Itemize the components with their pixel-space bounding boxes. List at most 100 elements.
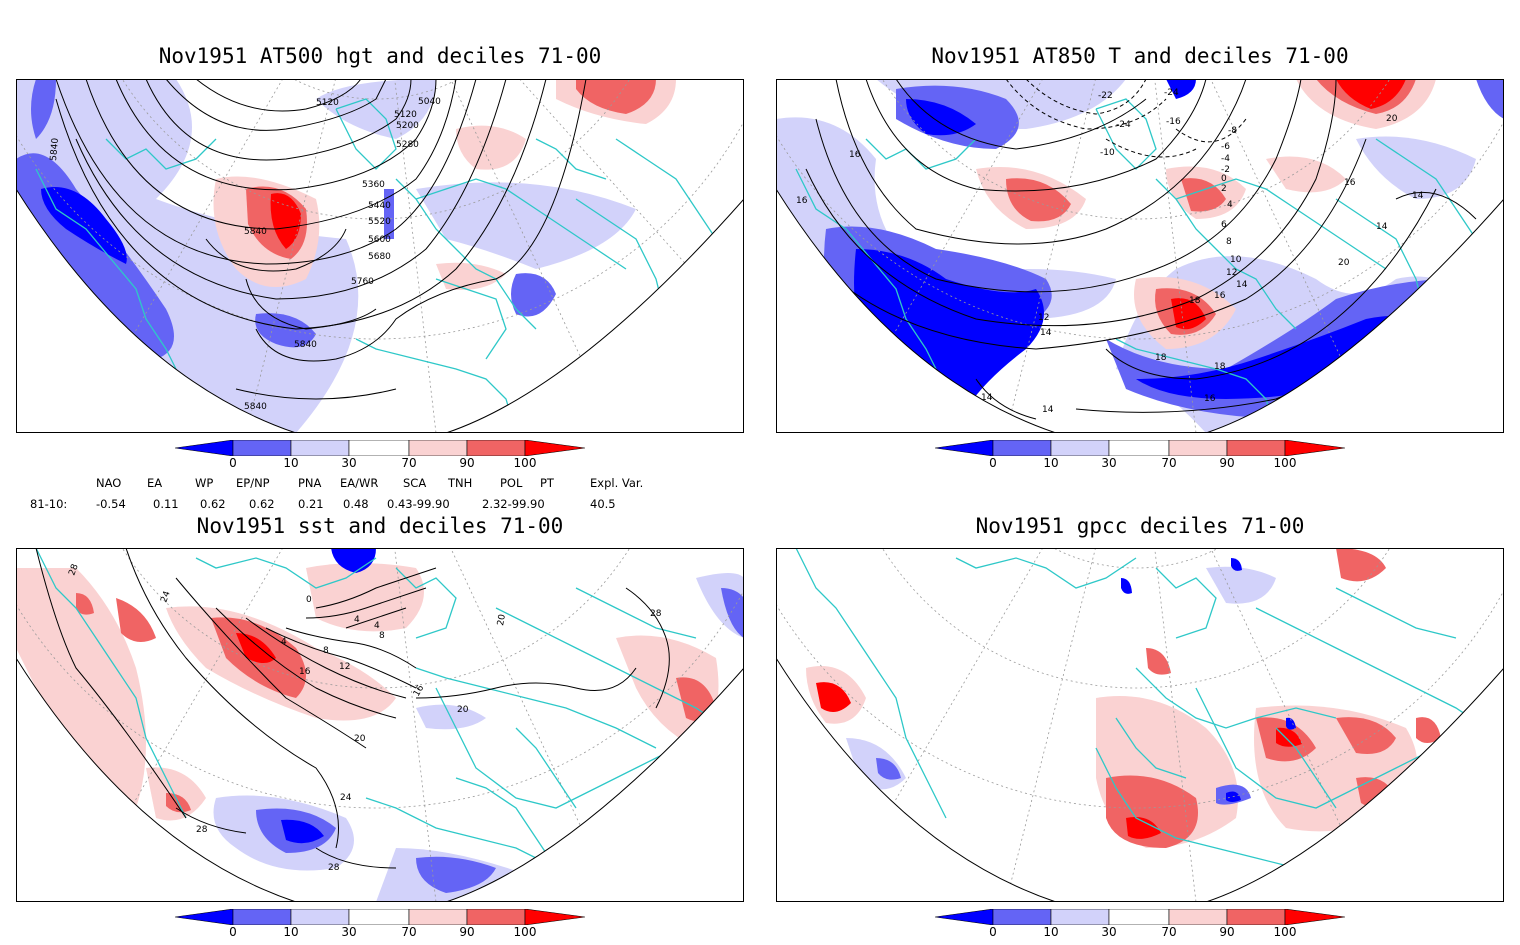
colorbar-svg xyxy=(175,909,585,925)
contour-label: 16 xyxy=(1316,378,1328,388)
contour-label: 14 xyxy=(1042,405,1054,415)
colorbar-tick: 90 xyxy=(459,925,475,939)
contour-label: 14 xyxy=(981,393,993,403)
contour-label: 14 xyxy=(1376,222,1388,232)
index-header: EP/NP xyxy=(236,476,270,490)
contour-label: 18 xyxy=(1214,362,1226,372)
index-value: 0.11 xyxy=(153,497,179,511)
decile-0-area xyxy=(1231,558,1242,571)
colorbar-tick: 70 xyxy=(1161,925,1177,939)
contour-label: 6 xyxy=(1221,220,1227,230)
colorbar-tick: 10 xyxy=(283,925,299,939)
decile-10-area xyxy=(384,189,394,239)
contour-label: 5280 xyxy=(396,140,419,150)
contour-label: 14 xyxy=(1040,328,1052,338)
colorbar-tick: 70 xyxy=(401,925,417,939)
contour-label: 24 xyxy=(340,793,352,803)
contour-label: -10 xyxy=(1100,148,1115,158)
colorbar-tick: 30 xyxy=(1101,925,1117,939)
decile-10-area xyxy=(416,856,496,893)
decile-100-area xyxy=(1336,79,1406,109)
decile-10-area xyxy=(31,79,56,139)
contour-label: -8 xyxy=(1228,126,1237,136)
decile-90-area xyxy=(1416,717,1441,743)
colorbar-tick: 0 xyxy=(229,456,237,470)
gpcc-map-svg xyxy=(776,548,1504,902)
contour-label: 28 xyxy=(67,563,80,577)
decile-10-area xyxy=(255,313,316,348)
decile-30-area xyxy=(1356,136,1476,199)
colorbar-3: 0 10 30 70 90 100 xyxy=(175,909,585,945)
decile-100-area xyxy=(816,682,851,712)
contour-label: -6 xyxy=(1221,142,1230,152)
hemisphere-edge xyxy=(1205,667,1504,902)
contour-label: -24 xyxy=(1164,88,1179,98)
contour-label: 24 xyxy=(159,590,172,604)
contour-label: 28 xyxy=(196,825,208,835)
contour-label: 4 xyxy=(354,615,360,625)
index-value: 40.5 xyxy=(590,497,616,511)
contour-label: 5440 xyxy=(368,201,391,211)
colorbar-tick: 0 xyxy=(989,456,997,470)
coastlines xyxy=(35,98,717,433)
hemisphere-edge xyxy=(445,667,744,902)
colorbar-tick: 90 xyxy=(459,456,475,470)
decile-90-area xyxy=(1336,717,1396,754)
contour-label: 5600 xyxy=(368,235,391,245)
decile-70-area xyxy=(1266,156,1346,193)
decile-90-area xyxy=(1146,648,1171,675)
decile-90-area xyxy=(1006,178,1071,222)
decile-100-area xyxy=(236,633,276,663)
contour-label: 12 xyxy=(1226,268,1237,278)
contour-label-group: 28 24 20 16 12 8 4 0 4 4 8 16 20 24 28 2… xyxy=(67,563,661,873)
decile-70-area xyxy=(456,125,526,170)
index-header: EA/WR xyxy=(340,476,379,490)
colorbar-tick: 10 xyxy=(1043,925,1059,939)
contour-label: -22 xyxy=(1098,91,1113,101)
decile-0-area xyxy=(1166,79,1196,99)
colorbar-svg xyxy=(175,440,585,456)
index-row-label: 81-10: xyxy=(30,497,68,511)
contour-label: 12 xyxy=(339,662,350,672)
coastlines xyxy=(795,548,1487,869)
colorbar-tick: 100 xyxy=(1273,925,1297,939)
index-header: NAO xyxy=(96,476,122,490)
decile-30-area xyxy=(1206,566,1276,604)
contour-label: 5200 xyxy=(396,121,419,131)
contour-label: 20 xyxy=(1386,114,1398,124)
contour-label: 20 xyxy=(1338,258,1350,268)
decile-10-area xyxy=(721,588,744,638)
decile-10-area xyxy=(1476,79,1504,119)
decile-10-area xyxy=(511,273,556,317)
contour-label: 16 xyxy=(849,150,861,160)
contour-label: 8 xyxy=(323,646,329,656)
contour-label: 5520 xyxy=(368,217,391,227)
index-value: 0.62 xyxy=(200,497,226,511)
colorbar-tick: 70 xyxy=(1161,456,1177,470)
panel-1-map: 5120 5040 5120 5200 5280 5360 5440 5520 … xyxy=(16,79,744,433)
panel-4-map xyxy=(776,548,1504,902)
contour-label: 5040 xyxy=(418,97,441,107)
hemisphere-edge xyxy=(16,188,297,433)
colorbar-tick: 10 xyxy=(283,456,299,470)
contour-label: 4 xyxy=(1227,200,1233,210)
contour-label-group: -22 -24 -24 -16 -10 -8 -6 -4 -2 0 2 4 6 … xyxy=(796,88,1424,415)
colorbar-2: 0 10 30 70 90 100 xyxy=(935,440,1345,476)
index-value: 2.32-99.90 xyxy=(482,497,545,511)
decile-10-area xyxy=(876,758,901,780)
colorbar-tick: 10 xyxy=(1043,456,1059,470)
index-value: 0.21 xyxy=(298,497,324,511)
colorbar-tick: 70 xyxy=(401,456,417,470)
contour-label: 5120 xyxy=(394,110,417,120)
colorbar-tick: 30 xyxy=(1101,456,1117,470)
contour-label: 14 xyxy=(1236,280,1248,290)
colorbar-svg xyxy=(935,440,1345,456)
panel-4-title: Nov1951 gpcc deciles 71-00 xyxy=(975,514,1305,538)
decile-100-area xyxy=(1126,817,1161,839)
contour-label: 12 xyxy=(1038,313,1049,323)
hgt-contours xyxy=(55,79,587,400)
colorbar-tick: 100 xyxy=(513,456,537,470)
panel-2-title: Nov1951 AT850 T and deciles 71-00 xyxy=(931,44,1349,68)
decile-0-area xyxy=(281,819,324,844)
colorbar-tick: 30 xyxy=(341,456,357,470)
